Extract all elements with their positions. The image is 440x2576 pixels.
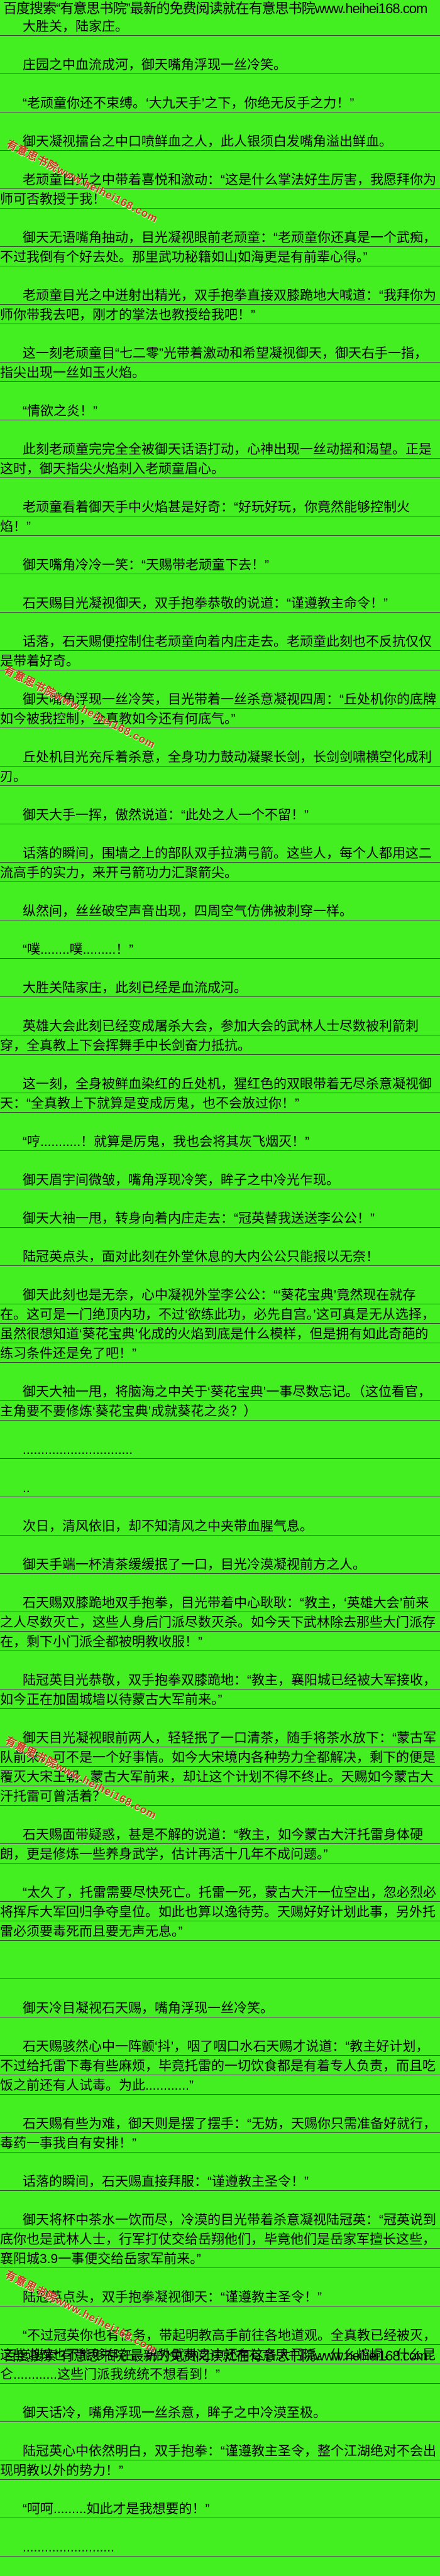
separator-dots: .. [0, 1478, 440, 1498]
novel-paragraph: 陆冠英点头，双手抱拳凝视御天：“谨遵教主圣令！” [0, 2288, 440, 2307]
novel-paragraph: 纵然间，丝丝破空声音出现，四周空气仿佛被刺穿一样。 [0, 902, 440, 921]
separator-dots: ......................... [0, 2538, 440, 2557]
novel-paragraph: 御天嘴角浮现一丝冷笑，目光带着一丝杀意凝视四周：“丘处机你的底牌如今被我控制，全… [0, 690, 440, 729]
empty-line [0, 1960, 440, 1980]
novel-paragraph: 这一刻老顽童目“七二零”光带着激动和希望凝视御天，御天右手一指，指尖出现一丝如玉… [0, 344, 440, 383]
novel-paragraph: 英雄大会此刻已经变成屠杀大会，参加大会的武林人士尽数被利箭刺穿，全真教上下会挥舞… [0, 1017, 440, 1056]
novel-paragraph: 石天赐双膝跪地双手抱拳，目光带着中心耿耿：“教主，‘英雄大会’前来之人尽数灭亡，… [0, 1593, 440, 1652]
novel-paragraph: “呵呵.........如此才是我想要的！” [0, 2499, 440, 2519]
novel-paragraph: 此刻老顽童完完全全被御天话语打动，心神出现一丝动摇和渴望。正是这时，御天指尖火焰… [0, 440, 440, 479]
novel-paragraph: “太久了，托雷需要尽快死亡。托雷一死，蒙古大汗一位空出，忽必烈必将挥斥大军回归争… [0, 1883, 440, 1941]
novel-paragraph: “老顽童你还不束缚。‘大九天手’之下，你绝无反手之力！” [0, 94, 440, 113]
promo-footer: 百度搜索“有意思书院”最新的免费阅读就在有意思书院www.heihei168.c… [3, 2348, 427, 2364]
novel-paragraph: 陆冠英目光恭敬，双手抱拳双膝跪地：“教主，襄阳城已经被大军接收，如今正在加固城墙… [0, 1671, 440, 1710]
novel-paragraph: 大胜关，陆家庄。 [0, 17, 440, 36]
novel-paragraph: 御天话冷，嘴角浮现一丝杀意，眸子之中冷漠至极。 [0, 2403, 440, 2423]
novel-paragraph: 这一刻，全身被鲜血染红的丘处机，猩红色的双眼带着无尽杀意凝视御天：“全真教上下就… [0, 1074, 440, 1113]
novel-paragraph: 御天目光凝视眼前两人，轻轻抿了一口清茶，随手将茶水放下：“蒙古军队前来，可不是一… [0, 1728, 440, 1806]
novel-paragraph: 老顽童看着御天手中火焰甚是好奇：“好玩好玩，你竟然能够控制火焰！” [0, 498, 440, 537]
novel-content: 大胜关，陆家庄。 庄园之中血流成河，御天嘴角浮现一丝冷笑。 “老顽童你还不束缚。‘大… [0, 17, 440, 2557]
novel-paragraph: “噗........噗.........！” [0, 940, 440, 959]
novel-paragraph: 御天大袖一甩，将脑海之中关于‘葵花宝典’一事尽数忘记。（这位看官，主角要不要修炼… [0, 1382, 440, 1421]
separator-dots: .............................. [0, 1440, 440, 1460]
novel-paragraph: 御天大手一挥，傲然说道：“此处之人一个不留！” [0, 805, 440, 825]
novel-paragraph: 大胜关陆家庄，此刻已经是血流成河。 [0, 978, 440, 998]
novel-paragraph: 石天赐有些为难，御天则是摆了摆手：“无妨，天赐你只需准备好就行，毒药一事我自有安… [0, 2114, 440, 2153]
novel-paragraph: 庄园之中血流成河，御天嘴角浮现一丝冷笑。 [0, 55, 440, 75]
novel-paragraph: 御天凝视擂台之中口喷鲜血之人，此人银须白发嘴角溢出鲜血。 [0, 132, 440, 151]
novel-paragraph: “哼...........！就算是厉鬼，我也会将其灰飞烟灭！” [0, 1132, 440, 1152]
novel-paragraph: 御天眉宇间微皱，嘴角浮现冷笑，眸子之中冷光乍现。 [0, 1171, 440, 1190]
novel-paragraph: 老顽童目光之中迸射出精光，双手抱拳直接双膝跪地大喊道：“我拜你为师你带我去吧，刚… [0, 286, 440, 325]
novel-paragraph: 话落的瞬间，石天赐直接拜服：“谨遵教主圣令！” [0, 2172, 440, 2191]
novel-paragraph: 御天将杯中茶水一饮而尽，冷漠的目光带着杀意凝视陆冠英：“冠英说到底你也是武林人士… [0, 2210, 440, 2269]
novel-paragraph: 话落的瞬间，围墙之上的部队双手拉满弓箭。这些人，每个人都用这二流高手的实力，来开… [0, 844, 440, 883]
novel-paragraph: 御天嘴角冷冷一笑：“天赐带老顽童下去！” [0, 555, 440, 575]
novel-paragraph: 丘处机目光充斥着杀意，全身功力鼓动凝聚长剑，长剑剑啸横空化成利刃。 [0, 748, 440, 787]
novel-paragraph: 石天赐骇然心中一阵颤‘抖’，咽了咽口水石天赐才说道：“教主好计划，不过给托雷下毒… [0, 2037, 440, 2095]
novel-paragraph: 御天无语嘴角抽动，目光凝视眼前老顽童：“老顽童你还真是一个武痴，不过我倒有个好去… [0, 228, 440, 267]
novel-paragraph: 御天此刻也是无奈，心中凝视外堂李公公：“‘葵花宝典’竟然现在就存在。这可是一门绝… [0, 1285, 440, 1363]
novel-paragraph: 话落，石天赐便控制住老顽童向着内庄走去。老顽童此刻也不反抗仅仅是带着好奇。 [0, 632, 440, 671]
novel-paragraph: 御天大袖一甩，转身向着内庄走去：“冠英替我送送李公公！” [0, 1209, 440, 1228]
novel-paragraph: 石天赐目光凝视御天，双手抱拳恭敬的说道：“谨遵教主命令！” [0, 594, 440, 613]
novel-paragraph: “情欲之炎！” [0, 401, 440, 421]
novel-paragraph: 陆冠英点头，面对此刻在外堂休息的大内公公只能报以无奈！ [0, 1247, 440, 1267]
novel-paragraph: 次日，清风依旧，却不知清风之中夹带血腥气息。 [0, 1517, 440, 1536]
novel-paragraph: 御天冷目凝视石天赐，嘴角浮现一丝冷笑。 [0, 1999, 440, 2018]
novel-paragraph: 陆冠英心中依然明白，双手抱拳：“谨遵教主圣令，整个江湖绝对不会出现明教以外的势力… [0, 2442, 440, 2480]
novel-paragraph: 御天手端一杯清茶缓缓抿了一口，目光冷漠凝视前方之人。 [0, 1555, 440, 1575]
promo-header: 百度搜索“有意思书院”最新的免费阅读就在有意思书院www.heihei168.c… [3, 1, 427, 16]
novel-paragraph: 老顽童目光之中带着喜悦和激动：“这是什么掌法好生厉害，我愿拜你为师可否教授于我！… [0, 170, 440, 209]
novel-paragraph: 石天赐面带疑惑，甚是不解的说道：“教主，如今蒙古大汗托雷身体硬朗，更是修炼一些养… [0, 1825, 440, 1864]
